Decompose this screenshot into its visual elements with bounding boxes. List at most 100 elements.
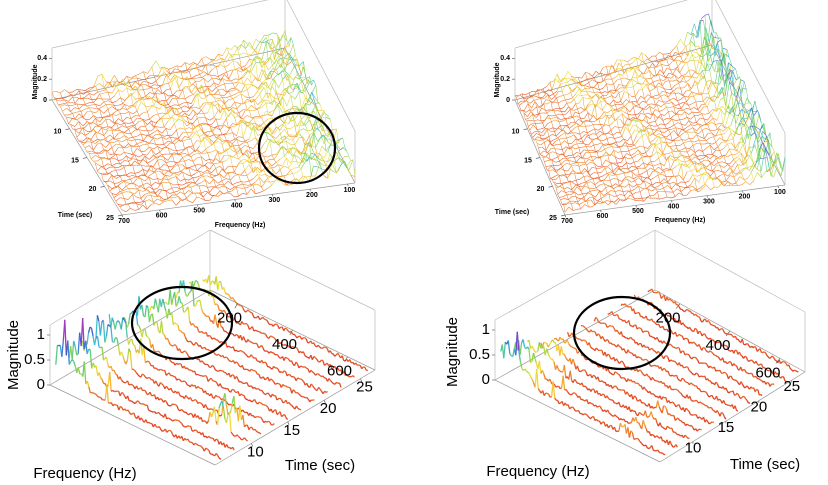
- surface-mesh: [657, 129, 662, 133]
- surface-mesh: [236, 181, 241, 184]
- surface-mesh: [242, 183, 245, 189]
- surface-mesh: [182, 115, 187, 118]
- surface-mesh: [269, 127, 275, 134]
- surface-mesh: [261, 82, 265, 85]
- z-tick-label: 0.4: [37, 55, 47, 62]
- surface-mesh: [105, 182, 108, 186]
- surface-mesh: [97, 125, 100, 127]
- surface-mesh: [276, 33, 279, 43]
- surface-mesh: [627, 113, 632, 116]
- surface-mesh: [309, 135, 312, 148]
- surface-mesh: [267, 174, 273, 179]
- surface-mesh: [638, 108, 643, 114]
- surface-mesh: [184, 105, 190, 109]
- surface-mesh: [121, 209, 127, 213]
- surface-mesh: [342, 159, 345, 162]
- surface-mesh: [538, 146, 543, 149]
- surface-mesh: [634, 65, 639, 69]
- surface-mesh: [624, 111, 629, 115]
- surface-mesh: [271, 100, 275, 106]
- surface-mesh: [221, 178, 227, 182]
- surface-mesh: [103, 101, 107, 105]
- surface-mesh: [259, 177, 264, 183]
- surface-mesh: [178, 102, 184, 106]
- surface-mesh: [263, 99, 267, 104]
- surface-mesh: [739, 86, 744, 109]
- surface-mesh: [575, 138, 580, 142]
- surface-mesh: [149, 177, 154, 180]
- surface-mesh: [286, 141, 289, 154]
- surface-mesh: [168, 112, 171, 119]
- surface-mesh: [276, 59, 281, 68]
- surface-mesh: [265, 121, 271, 126]
- surface-mesh: [215, 106, 221, 114]
- surface-mesh: [248, 178, 254, 182]
- x-tick-label: 400: [231, 202, 243, 209]
- surface-mesh: [203, 165, 206, 167]
- surface-mesh: [638, 131, 643, 133]
- surface-mesh: [548, 134, 553, 137]
- surface-mesh: [292, 83, 298, 92]
- surface-mesh: [311, 85, 317, 94]
- surface-mesh: [58, 104, 61, 107]
- surface-mesh: [176, 127, 181, 131]
- surface-mesh: [93, 160, 96, 164]
- surface-mesh: [656, 79, 661, 81]
- surface-mesh: [84, 137, 90, 144]
- surface-mesh: [686, 124, 692, 128]
- surface-mesh: [275, 179, 281, 182]
- surface-mesh: [230, 45, 236, 50]
- surface-mesh: [120, 135, 125, 139]
- surface-mesh: [142, 169, 148, 172]
- surface-mesh: [290, 64, 296, 73]
- surface-mesh: [554, 91, 559, 97]
- surface-mesh: [282, 57, 286, 71]
- x-tick: [121, 214, 123, 218]
- surface-mesh: [282, 34, 288, 42]
- surface-mesh: [282, 96, 285, 113]
- surface-mesh: [136, 164, 142, 167]
- surface-mesh: [596, 130, 601, 135]
- surface-mesh: [267, 93, 271, 99]
- surface-mesh: [203, 92, 206, 98]
- surface-mesh: [244, 158, 250, 163]
- surface-mesh: [296, 149, 300, 154]
- surface-mesh: [230, 155, 235, 158]
- surface-mesh: [199, 153, 202, 157]
- surface-mesh: [309, 79, 314, 83]
- surface-mesh: [119, 204, 125, 208]
- surface-mesh: [712, 89, 717, 102]
- surface-mesh: [678, 92, 683, 96]
- surface-mesh: [126, 109, 129, 112]
- x-tick: [271, 194, 274, 197]
- surface-mesh: [197, 88, 200, 93]
- surface-mesh: [97, 170, 100, 174]
- surface-mesh: [105, 126, 111, 131]
- surface-mesh: [705, 112, 710, 115]
- surface-mesh: [558, 127, 563, 132]
- surface-mesh: [591, 137, 597, 142]
- surface-mesh: [232, 138, 237, 144]
- surface-mesh: [196, 196, 202, 199]
- surface-mesh: [244, 153, 250, 159]
- surface-mesh: [695, 56, 701, 73]
- surface-mesh: [82, 98, 86, 105]
- surface-mesh: [151, 149, 156, 155]
- surface-mesh: [571, 138, 576, 144]
- surface-mesh: [298, 167, 302, 169]
- surface-mesh: [288, 106, 294, 113]
- surface-mesh: [103, 108, 109, 114]
- surface-mesh: [603, 115, 608, 126]
- surface-mesh: [192, 169, 198, 171]
- surface-mesh: [85, 90, 88, 92]
- surface-mesh: [574, 118, 579, 124]
- surface-mesh: [319, 159, 324, 162]
- surface-mesh: [301, 114, 306, 120]
- surface-mesh: [197, 109, 202, 115]
- surface-mesh: [192, 93, 198, 105]
- surface-mesh: [87, 91, 90, 94]
- surface-mesh: [301, 108, 304, 113]
- surface-mesh: [253, 58, 256, 63]
- surface-mesh: [220, 94, 223, 98]
- surface-mesh: [670, 58, 674, 61]
